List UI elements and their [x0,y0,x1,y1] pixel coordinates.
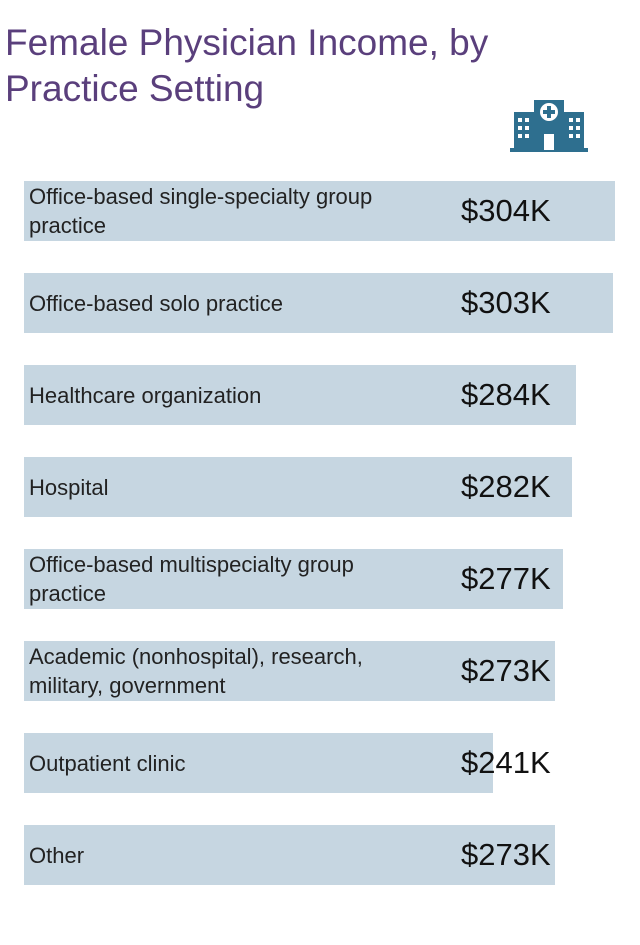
bar [24,825,555,885]
category-label: Office-based multispecialty group practi… [29,552,354,606]
category-label: Hospital [29,474,109,500]
bar [24,273,614,333]
bar [24,365,577,425]
category-label: Other [29,842,85,868]
category-label: Outpatient clinic [29,750,186,776]
value-label: $273K [461,653,551,688]
value-label: $241K [461,745,551,780]
value-label: $282K [461,469,551,504]
value-label: $277K [461,561,551,596]
value-label: $284K [461,377,551,412]
hospital-icon [510,100,588,152]
bar [24,457,573,517]
bar [24,549,563,609]
bar [24,641,555,701]
bar [24,733,493,793]
category-label: Office-based single-specialty group prac… [29,184,373,238]
value-label: $303K [461,285,551,320]
value-label: $273K [461,837,551,872]
category-label: Office-based solo practice [29,290,283,316]
category-label: Healthcare organization [29,382,262,408]
chart-title: Female Physician Income, by Practice Set… [5,22,489,109]
value-label: $304K [461,193,551,228]
category-label: Academic (nonhospital), research, milita… [29,644,363,698]
bar [24,181,615,241]
